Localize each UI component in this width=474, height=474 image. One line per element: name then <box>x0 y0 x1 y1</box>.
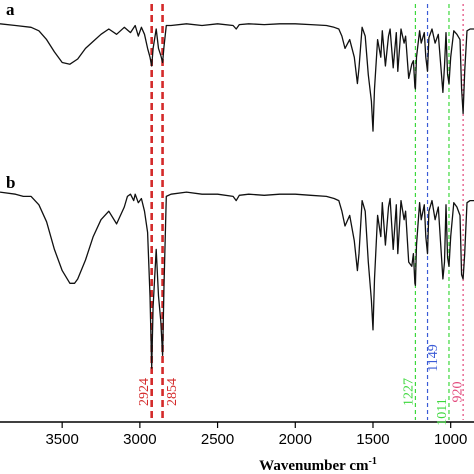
marker-label-2854: 2854 <box>165 378 180 406</box>
marker-label-920: 920 <box>450 382 465 403</box>
spectra <box>0 23 474 369</box>
x-tick-label-2500: 2500 <box>201 431 234 448</box>
x-axis-title: Wavenumber cm-1 <box>259 456 377 474</box>
x-tick-label-2000: 2000 <box>279 431 312 448</box>
x-tick-label-3500: 3500 <box>45 431 78 448</box>
x-tick-label-1000: 1000 <box>434 431 467 448</box>
marker-label-2924: 2924 <box>137 378 152 406</box>
marker-label-1011: 1011 <box>435 398 450 425</box>
spectrum-line-b <box>0 191 474 369</box>
x-tick-label-1500: 1500 <box>356 431 389 448</box>
panel-label-a: a <box>6 0 15 19</box>
marker-label-1149: 1149 <box>426 344 441 371</box>
marker-label-1227: 1227 <box>402 378 417 406</box>
spectrum-line-a <box>0 23 474 132</box>
x-axis-title-sup: -1 <box>368 456 376 467</box>
x-tick-label-3000: 3000 <box>123 431 156 448</box>
x-ticks: 3500 3000 2500 2000 1500 1000 <box>45 422 467 448</box>
x-axis-title-main: Wavenumber cm <box>259 458 369 474</box>
panel-label-b: b <box>6 173 15 192</box>
